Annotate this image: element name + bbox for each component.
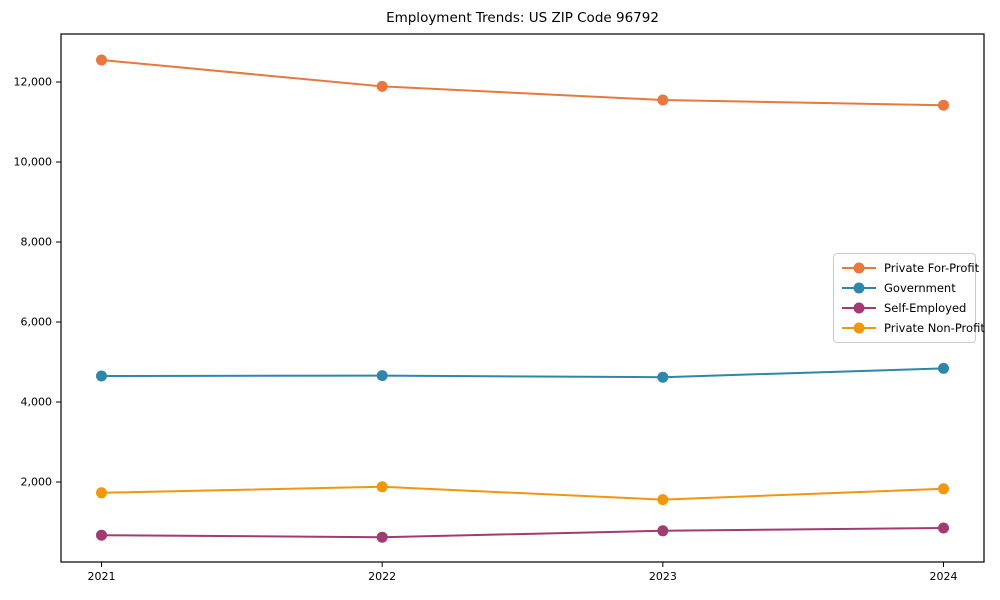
- legend-item-private-non-profit: Private Non-Profit: [840, 318, 985, 338]
- data-point-private-non-profit-2024: [938, 483, 949, 495]
- legend-label: Self-Employed: [884, 301, 967, 315]
- y-tick-label: 4,000: [21, 396, 53, 409]
- legend-label: Private For-Profit: [884, 261, 980, 275]
- series-line-private-for-profit: [101, 59, 944, 107]
- x-tick-label: 2023: [649, 570, 677, 583]
- data-point-self-employed-2023: [657, 525, 669, 537]
- series-line-government: [101, 367, 944, 379]
- data-point-private-non-profit-2023: [657, 494, 669, 506]
- series-line-private-non-profit: [101, 485, 944, 501]
- y-tick-label: 2,000: [21, 476, 53, 489]
- legend-label: Government: [884, 281, 956, 295]
- chart-title: Employment Trends: US ZIP Code 96792: [386, 10, 659, 26]
- x-tick-label: 2021: [88, 570, 116, 583]
- data-point-government-2024: [938, 362, 949, 374]
- data-point-government-2022: [376, 370, 388, 382]
- data-point-self-employed-2021: [96, 529, 107, 541]
- data-point-private-for-profit-2023: [657, 94, 669, 106]
- data-point-government-2021: [96, 370, 107, 382]
- legend-line-marker-icon: [842, 282, 876, 294]
- data-point-private-non-profit-2022: [376, 481, 388, 493]
- legend-line-marker-icon: [842, 262, 876, 274]
- data-point-government-2023: [657, 371, 669, 383]
- legend-label: Private Non-Profit: [884, 321, 985, 335]
- legend-item-self-employed: Self-Employed: [840, 298, 969, 318]
- series-line-self-employed: [101, 527, 944, 539]
- x-tick-label: 2022: [368, 570, 396, 583]
- x-tick-label: 2024: [930, 570, 958, 583]
- y-tick-label: 8,000: [21, 236, 53, 249]
- data-point-private-for-profit-2022: [376, 80, 388, 92]
- legend-item-private-for-profit: Private For-Profit: [840, 258, 979, 278]
- data-point-self-employed-2022: [376, 531, 388, 543]
- data-point-private-for-profit-2021: [96, 54, 107, 66]
- legend-line-marker-icon: [842, 322, 876, 334]
- data-point-self-employed-2024: [938, 522, 949, 534]
- plot-border: [60, 33, 985, 563]
- data-point-private-for-profit-2024: [938, 99, 949, 111]
- y-tick-label: 12,000: [14, 76, 53, 89]
- legend: Private For-Profit Government Self-Emplo…: [833, 253, 985, 343]
- legend-item-government: Government: [840, 278, 969, 298]
- legend-line-marker-icon: [842, 302, 876, 314]
- y-tick-label: 6,000: [21, 316, 53, 329]
- y-tick-label: 10,000: [14, 156, 53, 169]
- data-point-private-non-profit-2021: [96, 487, 107, 499]
